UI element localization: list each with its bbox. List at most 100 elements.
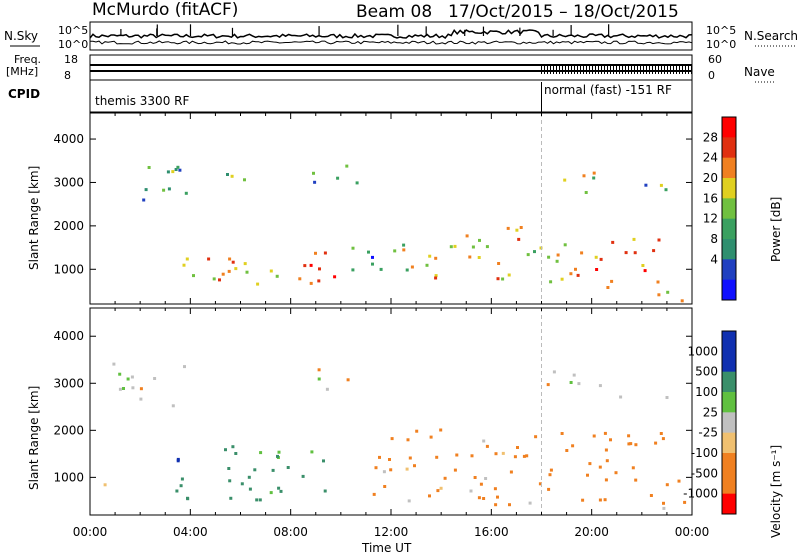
- nsky-label: N.Sky: [4, 29, 39, 43]
- data-cell: [581, 498, 585, 502]
- data-cell: [175, 489, 179, 493]
- data-cell: [393, 249, 397, 253]
- data-cell: [313, 180, 317, 184]
- colorbar-segment: [722, 218, 736, 240]
- data-cell: [549, 468, 553, 472]
- data-cell: [501, 277, 505, 281]
- data-cell: [407, 499, 411, 503]
- data-cell: [259, 451, 263, 455]
- colorbar-segment: [722, 432, 736, 454]
- data-cell: [494, 503, 498, 507]
- data-cell: [402, 243, 406, 247]
- data-cell: [496, 277, 500, 281]
- data-cell: [485, 444, 489, 448]
- data-cell: [439, 428, 443, 432]
- colorbar-segment: [722, 117, 736, 138]
- data-cell: [482, 439, 486, 443]
- data-cell: [619, 395, 623, 399]
- data-cell: [428, 254, 432, 258]
- data-cell: [229, 496, 233, 500]
- data-cell: [166, 170, 170, 174]
- data-cell: [226, 173, 229, 176]
- data-cell: [131, 386, 135, 390]
- data-cell: [477, 256, 481, 259]
- data-cell: [609, 438, 612, 442]
- data-cell: [178, 168, 182, 172]
- colorbar-segment: [722, 453, 736, 474]
- data-cell: [603, 498, 607, 502]
- data-cell: [207, 257, 211, 261]
- data-cell: [183, 365, 186, 369]
- data-cell: [271, 468, 275, 472]
- data-cell: [218, 278, 221, 282]
- data-cell: [333, 275, 337, 279]
- data-cell: [435, 455, 439, 459]
- colorbar-tick-label: 16: [703, 191, 718, 205]
- colorbar-tick-label: 25: [703, 405, 718, 419]
- data-cell: [598, 498, 602, 502]
- data-cell: [439, 486, 443, 490]
- y-tick-label: 3000: [53, 376, 84, 390]
- data-cell: [604, 478, 608, 482]
- data-cell: [346, 378, 350, 382]
- data-cell: [182, 263, 186, 267]
- data-cell: [372, 492, 376, 496]
- cpid-segment-1: themis 3300 RF: [95, 94, 190, 108]
- colorbar-tick-label: 20: [703, 171, 718, 185]
- data-cell: [255, 498, 259, 502]
- data-cell: [580, 251, 584, 255]
- colorbar-tick-label: 24: [703, 151, 718, 165]
- data-cell: [484, 477, 488, 480]
- data-cell: [224, 448, 227, 452]
- data-cell: [245, 270, 249, 274]
- colorbar-frame: [721, 330, 737, 515]
- nsky-trace: [89, 28, 693, 40]
- data-cell: [644, 183, 648, 187]
- data-cell: [130, 375, 134, 379]
- data-cell: [497, 262, 501, 265]
- data-cell: [582, 174, 586, 178]
- data-cell: [167, 187, 171, 191]
- data-cell: [506, 226, 510, 230]
- data-cell: [318, 267, 321, 271]
- data-cell: [142, 198, 146, 202]
- data-cell: [496, 495, 499, 499]
- data-cell: [493, 487, 497, 491]
- colorbar-tick-label: -100: [691, 446, 718, 460]
- data-cell: [227, 467, 231, 470]
- data-cell: [534, 435, 538, 439]
- data-cell: [147, 166, 151, 169]
- data-cell: [371, 262, 374, 266]
- data-cell: [248, 487, 252, 491]
- cpid-label: CPID: [8, 87, 41, 101]
- data-cell: [325, 387, 329, 391]
- data-cell: [656, 280, 660, 284]
- data-cell: [240, 482, 244, 486]
- data-cell: [322, 459, 325, 463]
- colorbar-tick-label: -25: [698, 426, 718, 440]
- data-cell: [525, 454, 529, 458]
- colorbar-segment: [722, 473, 736, 495]
- colorbar-segment: [722, 279, 736, 301]
- data-cell: [604, 448, 608, 452]
- date-range: 17/Oct/2015 – 18/Oct/2015: [448, 2, 679, 22]
- panel-frame-power: [89, 112, 693, 305]
- y-tick-label: 1000: [53, 470, 84, 484]
- data-cell: [649, 494, 653, 497]
- nave-tick-bottom: 0: [708, 69, 715, 82]
- data-cell: [180, 477, 184, 481]
- data-cell: [599, 257, 603, 261]
- colorbar-frame: [721, 116, 737, 301]
- data-cell: [258, 498, 262, 502]
- data-cell: [415, 429, 419, 433]
- x-tick-label: 12:00: [374, 525, 409, 539]
- data-cell: [598, 465, 602, 469]
- data-cell: [473, 476, 477, 479]
- data-cell: [185, 257, 189, 261]
- top-strip-frame: [89, 21, 693, 51]
- cpid-segment-2: normal (fast) -151 RF: [544, 83, 672, 97]
- data-cell: [661, 437, 665, 441]
- nsky-tick-top: 10^5: [58, 24, 89, 37]
- data-cell: [243, 262, 247, 266]
